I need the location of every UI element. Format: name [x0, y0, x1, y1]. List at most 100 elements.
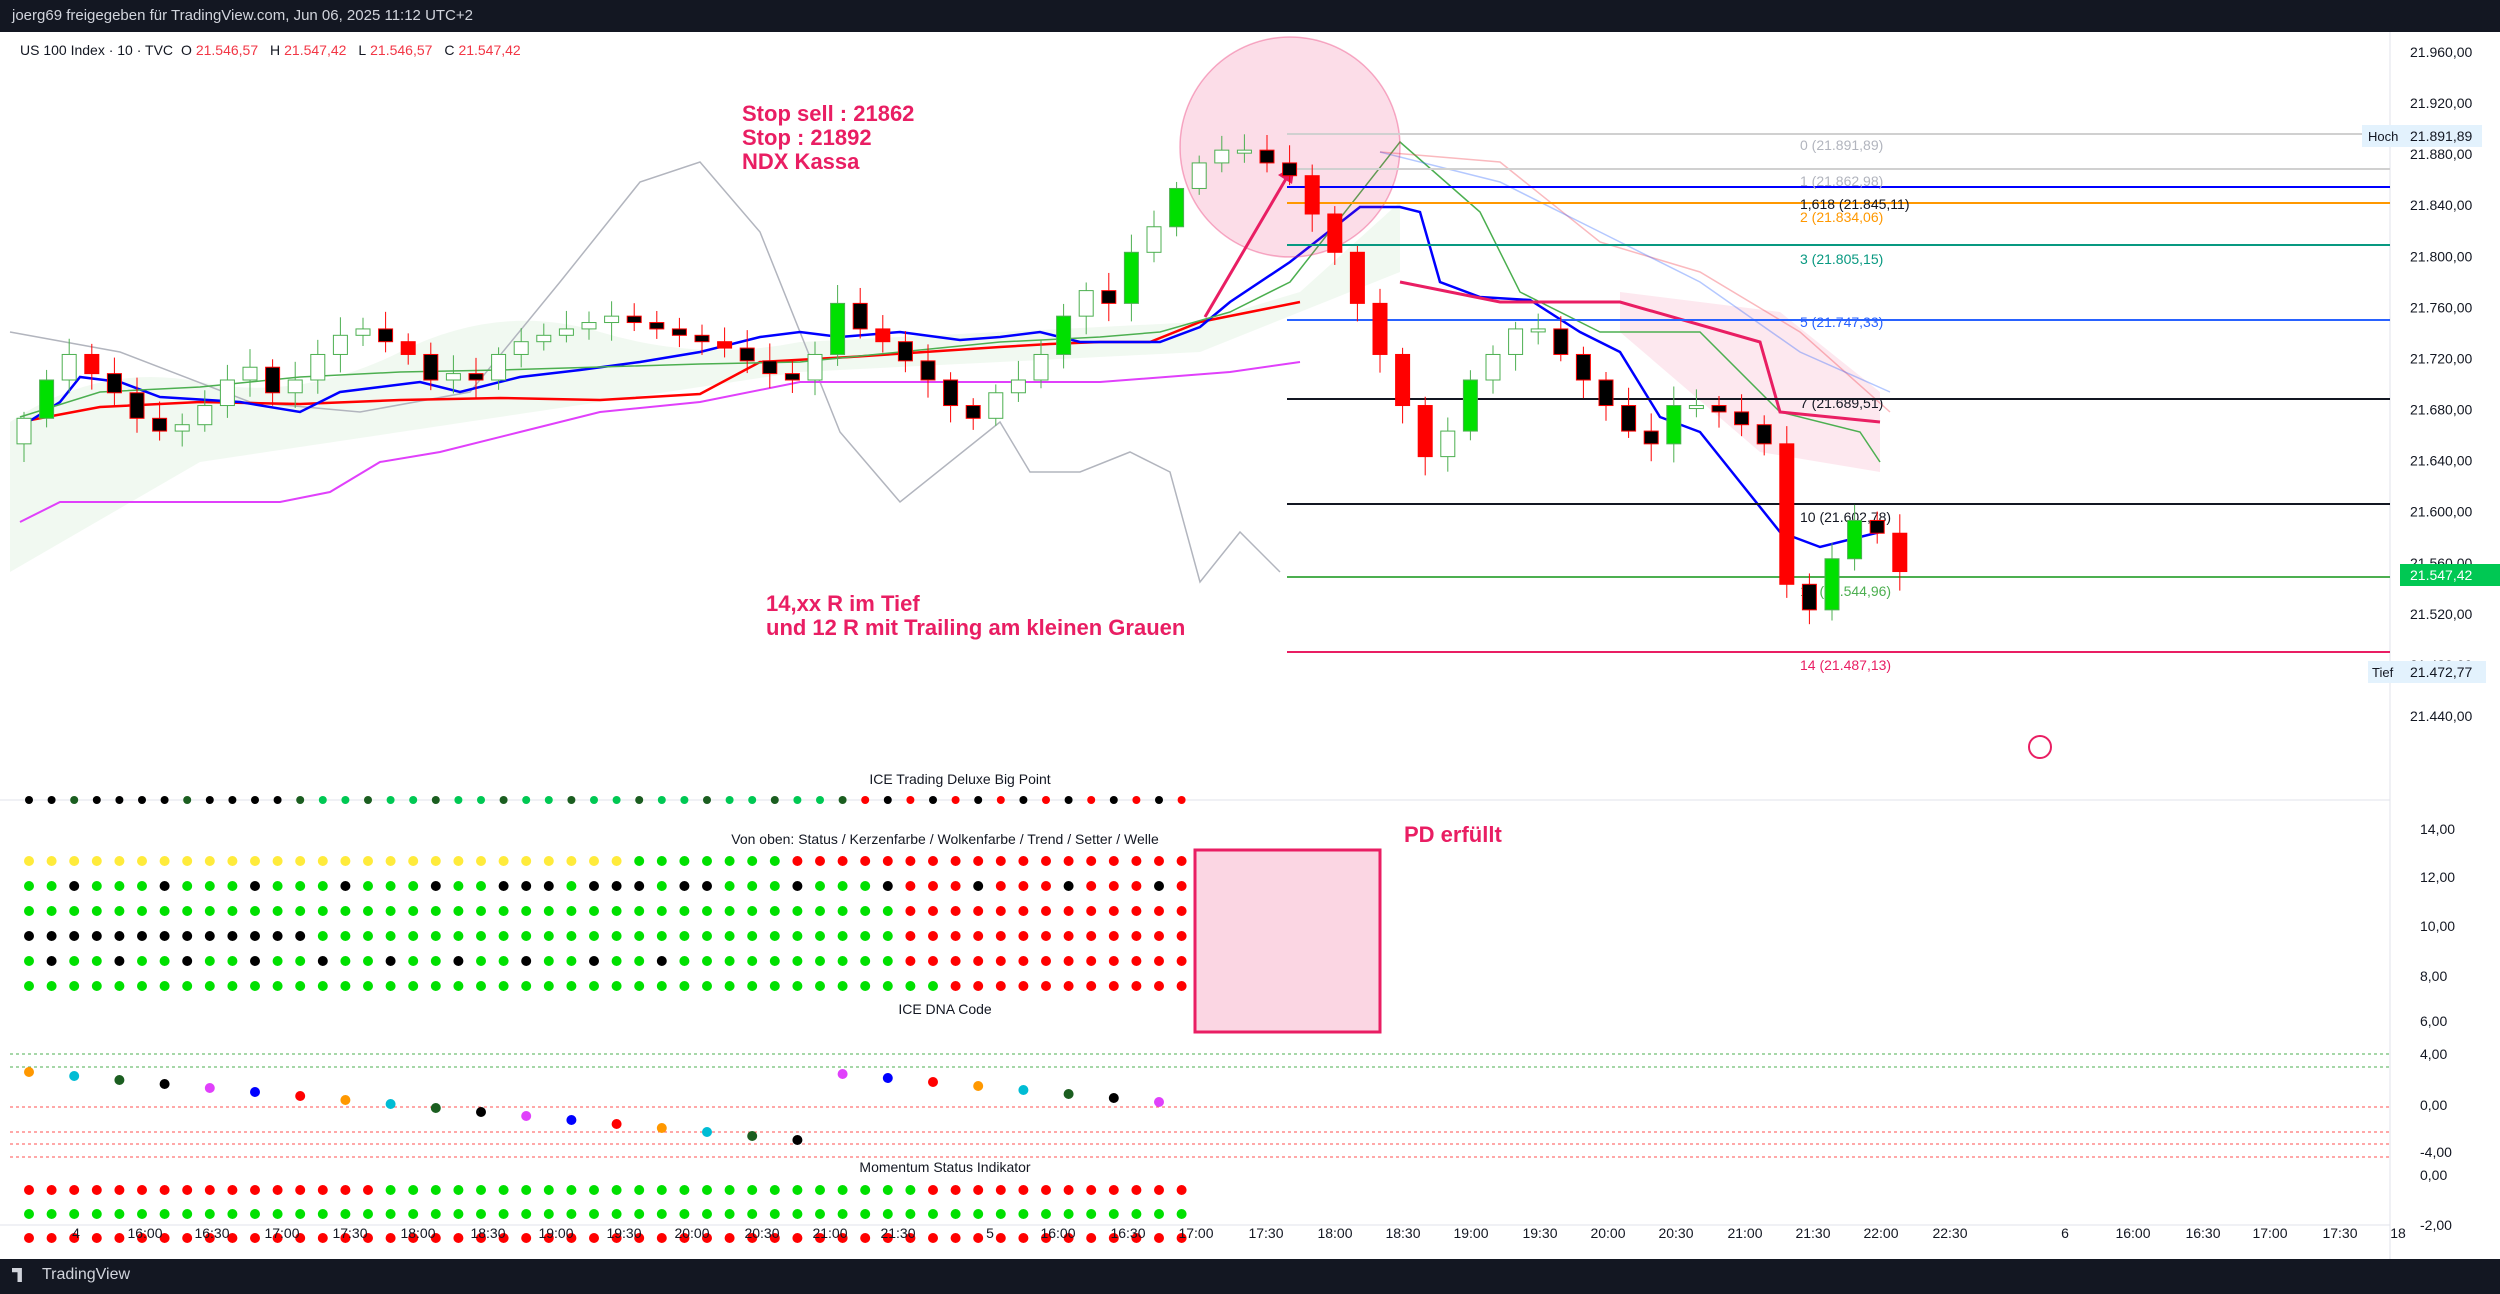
status-dot: [295, 881, 306, 891]
momentum-dot: [905, 1233, 916, 1243]
status-dot: [1131, 856, 1142, 866]
status-dot: [24, 956, 34, 966]
bigpoint-dot: [1132, 796, 1141, 804]
price-axis-label: 21.600,00: [2410, 504, 2472, 520]
bigpoint-dot: [1019, 796, 1028, 804]
candle-body: [920, 360, 936, 381]
momentum-dot: [295, 1209, 306, 1219]
status-dot: [363, 856, 373, 866]
bigpoint-dot: [635, 796, 644, 804]
status-dot: [905, 906, 916, 916]
status-dot: [995, 956, 1006, 966]
bigpoint-dot: [951, 796, 960, 804]
dna-dot: [385, 1099, 396, 1109]
status-matrix: [24, 856, 1187, 991]
momentum-dot: [950, 1209, 961, 1219]
momentum-dot: [453, 1209, 464, 1219]
pd-annotation[interactable]: PD erfüllt: [1404, 822, 1502, 847]
momentum-dot: [272, 1233, 283, 1243]
time-axis-label: 18:30: [470, 1225, 505, 1241]
status-dot: [250, 856, 260, 866]
status-dot: [747, 856, 758, 866]
status-dot: [24, 931, 34, 941]
bigpoint-title: ICE Trading Deluxe Big Point: [869, 771, 1050, 787]
dna-dots: [24, 1067, 1164, 1145]
candle-body: [1169, 187, 1185, 228]
status-dot: [566, 931, 577, 941]
momentum-dot: [476, 1209, 486, 1219]
time-axis-label: 20:30: [1658, 1225, 1693, 1241]
momentum-dot: [408, 1209, 419, 1219]
momentum-dot: [656, 1209, 667, 1219]
status-dot: [1018, 856, 1029, 866]
status-dot: [860, 931, 871, 941]
chart-canvas[interactable]: 0 (21.891,89) 1 (21.862,98) 1,618 (21.845,…: [0, 32, 2500, 1259]
fib-level-label: 14 (21.487,13): [1800, 657, 1891, 673]
momentum-dot: [973, 1233, 984, 1243]
status-dot: [769, 906, 780, 916]
candle-body: [536, 334, 552, 343]
status-dot: [656, 956, 667, 966]
candle-body: [1824, 558, 1840, 611]
hoch-value: 21.891,89: [2410, 128, 2472, 144]
dna-dot: [159, 1079, 170, 1089]
status-dot: [928, 931, 938, 941]
high-value: 21.547,42: [284, 42, 347, 58]
status-dot: [1154, 856, 1164, 866]
status-dot: [1154, 881, 1164, 891]
time-axis-label: 17:30: [332, 1225, 367, 1241]
candle-body: [988, 392, 1004, 419]
status-dot: [430, 931, 441, 941]
status-dot: [995, 881, 1006, 891]
candle-body: [762, 360, 778, 375]
momentum-dot: [114, 1233, 125, 1243]
status-dot: [159, 956, 170, 966]
status-dot: [634, 981, 645, 991]
status-dot: [1041, 906, 1051, 916]
status-dot: [159, 856, 170, 866]
tradingview-logo[interactable]: TradingView: [12, 1259, 130, 1291]
symbol-label[interactable]: US 100 Index · 10 · TVC: [20, 42, 174, 58]
momentum-dot: [815, 1209, 825, 1219]
dna-dot: [521, 1111, 532, 1121]
momentum-dot: [747, 1233, 758, 1243]
status-dot: [204, 981, 215, 991]
status-dot: [792, 856, 803, 866]
candle-body: [1146, 226, 1162, 253]
status-dot: [1176, 981, 1187, 991]
stop-annotation[interactable]: Stop sell : 21862 Stop : 21892 NDX Kassa: [742, 101, 915, 174]
status-dot: [114, 981, 125, 991]
candle-body: [1214, 149, 1230, 164]
status-dot: [656, 881, 667, 891]
status-dot: [159, 881, 170, 891]
bigpoint-dot: [748, 796, 757, 804]
bigpoint-dot: [680, 796, 689, 804]
dna-dot: [476, 1107, 486, 1117]
r-annotation[interactable]: 14,xx R im Tief und 12 R mit Trailing am…: [766, 591, 1186, 640]
dna-title: ICE DNA Code: [898, 1001, 992, 1017]
status-dot: [656, 906, 667, 916]
status-dot: [566, 956, 577, 966]
status-dot: [543, 881, 554, 891]
price-axis-label: 21.800,00: [2410, 248, 2472, 264]
status-dot: [566, 856, 577, 866]
chart-area[interactable]: 0 (21.891,89) 1 (21.862,98) 1,618 (21.845,…: [0, 32, 2500, 1259]
dna-dot: [928, 1077, 938, 1087]
time-axis-label: 22:30: [1932, 1225, 1967, 1241]
status-dot: [408, 881, 419, 891]
resistance-line: [1399, 280, 1881, 424]
bigpoint-dot: [883, 796, 892, 804]
status-dot: [1063, 956, 1074, 966]
status-dot: [882, 956, 893, 966]
momentum-dot: [430, 1209, 441, 1219]
status-dot: [317, 956, 328, 966]
bigpoint-dot: [115, 796, 124, 804]
time-axis-label: 21:30: [880, 1225, 915, 1241]
bigpoint-dot: [1155, 796, 1163, 804]
bigpoint-dot: [431, 796, 440, 804]
footer-bar: TradingView: [0, 1259, 2500, 1291]
momentum-dot: [476, 1185, 486, 1195]
status-dot: [430, 856, 441, 866]
status-dot: [702, 956, 712, 966]
status-dot: [882, 881, 893, 891]
